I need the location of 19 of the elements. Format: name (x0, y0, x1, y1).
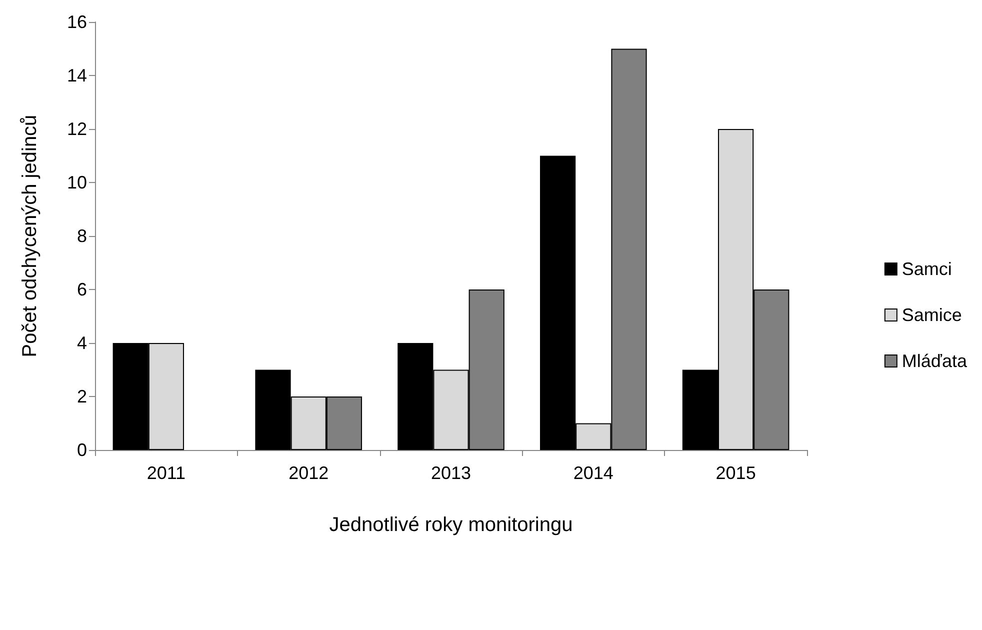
y-tick-label: 12 (66, 119, 87, 139)
y-tick-label: 14 (66, 66, 87, 86)
x-tick-label: 2012 (288, 463, 329, 483)
y-tick-label: 10 (66, 172, 87, 192)
x-axis-title: Jednotlivé roky monitoringu (329, 514, 573, 536)
x-tick-label: 2015 (716, 463, 756, 483)
legend-label: Samci (902, 259, 952, 279)
y-tick-label: 2 (76, 386, 87, 406)
x-tick-label: 2011 (146, 463, 186, 483)
x-tick-label: 2013 (430, 463, 472, 483)
legend-label: Mláďata (902, 351, 968, 371)
y-axis-title: Počet odchycených jedinců (19, 114, 41, 358)
legend-label: Samice (902, 305, 962, 325)
y-tick-label: 16 (66, 12, 87, 32)
y-tick-label: 6 (76, 280, 87, 300)
y-tick-label: 4 (76, 333, 87, 353)
y-tick-label: 0 (76, 440, 87, 460)
x-tick-label: 2014 (573, 463, 614, 483)
y-tick-label: 8 (76, 226, 87, 246)
